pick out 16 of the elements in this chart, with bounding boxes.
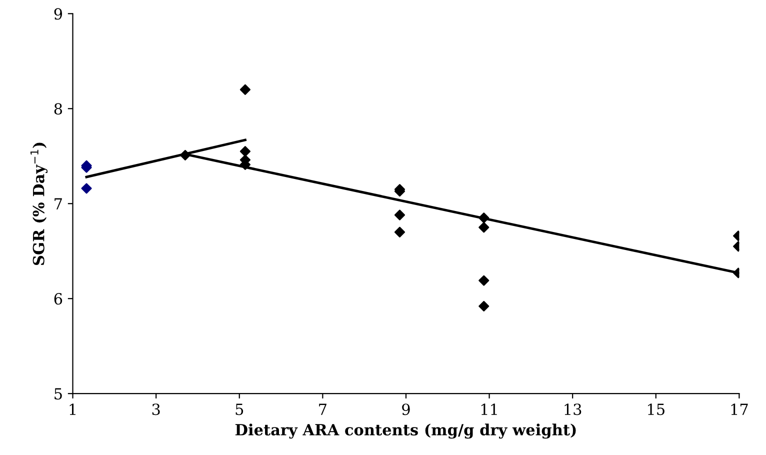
y-tick-label: 9: [54, 8, 62, 20]
y-tick-label: 7: [54, 198, 62, 210]
x-tick-label: 1: [70, 404, 76, 415]
y-tick-label: 5: [54, 388, 62, 400]
x-tick-label: 5: [236, 404, 244, 416]
x-tick-label: 15: [648, 404, 664, 416]
y-axis-title: SGR (% Day$^{−1}$): [30, 142, 48, 266]
x-tick-label: 17: [731, 404, 748, 415]
x-tick-label: 11: [481, 404, 497, 415]
y-tick-label: 6: [54, 293, 62, 305]
x-tick-label: 9: [402, 404, 410, 416]
x-axis-title: Dietary ARA contents (mg/g dry weight): [235, 424, 576, 439]
x-tick-label: 13: [564, 404, 582, 416]
y-tick-label: 8: [54, 103, 62, 115]
x-tick-label: 7: [319, 404, 326, 415]
x-tick-label: 3: [152, 404, 160, 416]
